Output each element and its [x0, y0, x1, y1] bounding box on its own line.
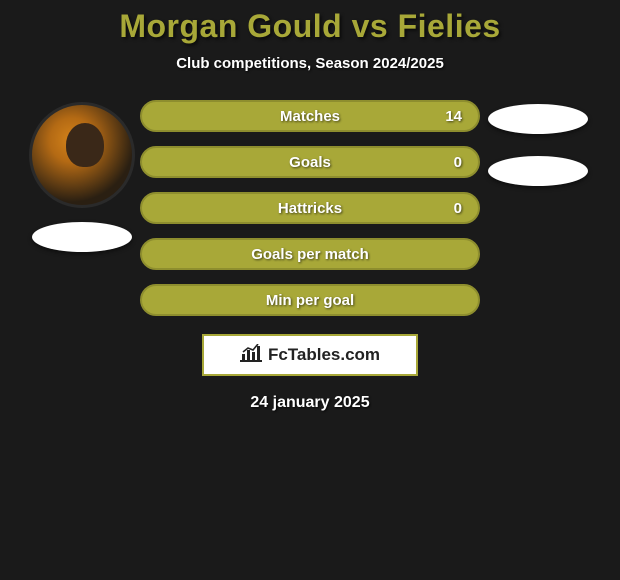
page-title: Morgan Gould vs Fielies [0, 8, 620, 45]
subtitle: Club competitions, Season 2024/2025 [0, 55, 620, 72]
stat-value: 0 [454, 154, 462, 171]
stat-bar-min-per-goal: Min per goal [140, 284, 480, 316]
player-left-oval [32, 222, 132, 252]
stat-value: 14 [445, 108, 462, 125]
stat-bar-hattricks: Hattricks 0 [140, 192, 480, 224]
player-left-avatar [29, 102, 135, 208]
stat-bar-goals: Goals 0 [140, 146, 480, 178]
stat-label: Hattricks [278, 200, 342, 217]
player-left-column [30, 100, 134, 252]
stat-value: 0 [454, 200, 462, 217]
stat-label: Min per goal [266, 292, 354, 309]
stat-label: Matches [280, 108, 340, 125]
player-right-column [486, 100, 590, 186]
comparison-row: Matches 14 Goals 0 Hattricks 0 Goals per… [0, 100, 620, 316]
chart-icon [240, 344, 262, 367]
stats-list: Matches 14 Goals 0 Hattricks 0 Goals per… [140, 100, 480, 316]
comparison-card: Morgan Gould vs Fielies Club competition… [0, 0, 620, 412]
brand-box[interactable]: FcTables.com [202, 334, 418, 376]
stat-label: Goals [289, 154, 331, 171]
brand-text: FcTables.com [268, 345, 380, 365]
stat-label: Goals per match [251, 246, 369, 263]
stat-bar-matches: Matches 14 [140, 100, 480, 132]
stat-bar-goals-per-match: Goals per match [140, 238, 480, 270]
date-label: 24 january 2025 [0, 394, 620, 412]
player-right-oval-2 [488, 156, 588, 186]
player-right-oval-1 [488, 104, 588, 134]
